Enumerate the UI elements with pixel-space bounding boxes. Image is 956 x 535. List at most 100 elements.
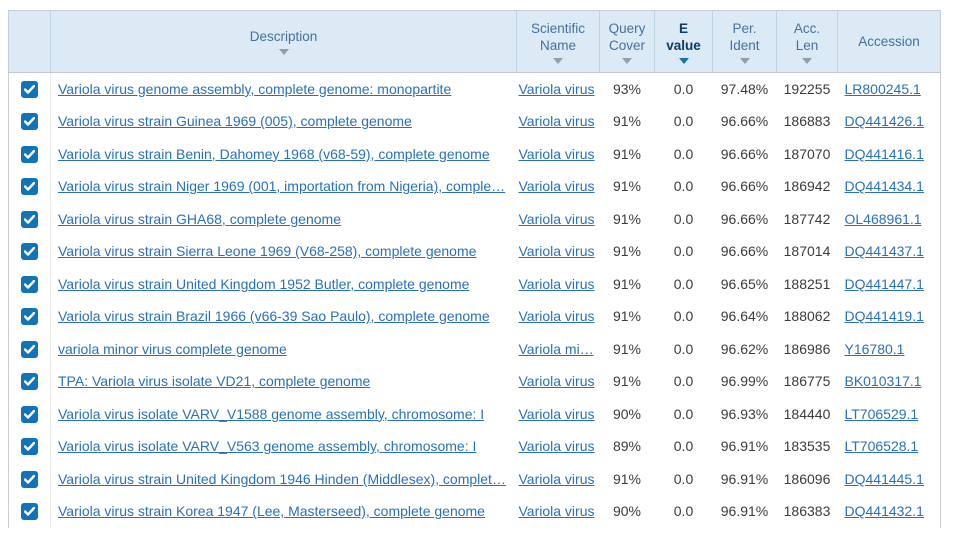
scientific-name-link[interactable]: Variola mi… xyxy=(518,340,594,357)
row-checkbox[interactable] xyxy=(21,275,38,293)
scientific-name-link[interactable]: Variola virus xyxy=(518,373,595,390)
header-per-ident[interactable]: Per. Ident xyxy=(712,10,777,73)
description-link[interactable]: Variola virus strain Niger 1969 (001, im… xyxy=(58,178,506,195)
description-link[interactable]: Variola virus strain Guinea 1969 (005), … xyxy=(58,113,412,130)
query-cover-cell: 91% xyxy=(600,300,655,333)
accession-cell: BK010317.1 xyxy=(838,365,941,398)
header-acc-len[interactable]: Acc. Len xyxy=(776,10,838,73)
accession-link[interactable]: DQ441419.1 xyxy=(844,308,924,325)
description-link[interactable]: Variola virus strain GHA68, complete gen… xyxy=(58,210,341,227)
checkmark-icon xyxy=(24,409,35,419)
accession-link[interactable]: BK010317.1 xyxy=(844,373,922,390)
scientific-name-link[interactable]: Variola virus xyxy=(518,145,595,162)
accession-link[interactable]: DQ441447.1 xyxy=(844,275,924,292)
accession-link[interactable]: LT706529.1 xyxy=(844,405,919,422)
header-description[interactable]: Description xyxy=(50,10,517,73)
scientific-name-link[interactable]: Variola virus xyxy=(518,243,595,260)
accession-link[interactable]: Y16780.1 xyxy=(844,340,905,357)
row-checkbox[interactable] xyxy=(21,470,38,488)
header-accession[interactable]: Accession xyxy=(837,10,941,73)
e-value-value: 0.0 xyxy=(673,275,694,292)
accession-link[interactable]: DQ441434.1 xyxy=(844,178,924,195)
description-link[interactable]: Variola virus genome assembly, complete … xyxy=(58,81,452,97)
acc-len-cell: 192255 xyxy=(777,73,838,106)
row-select-cell xyxy=(8,105,51,138)
description-link[interactable]: variola minor virus complete genome xyxy=(58,340,287,357)
accession-cell: DQ441426.1 xyxy=(838,105,941,138)
row-checkbox[interactable] xyxy=(21,405,38,423)
acc-len-cell: 186383 xyxy=(777,495,838,528)
checkmark-icon xyxy=(24,507,35,516)
checkmark-icon xyxy=(24,247,35,256)
accession-link[interactable]: DQ441437.1 xyxy=(844,243,924,260)
row-checkbox[interactable] xyxy=(21,113,38,131)
scientific-name-link[interactable]: Variola virus xyxy=(518,210,595,227)
description-cell: Variola virus strain Niger 1969 (001, im… xyxy=(51,170,517,203)
acc-len-value: 188062 xyxy=(783,308,831,325)
header-e-value[interactable]: E value xyxy=(654,10,713,73)
sort-arrow-icon xyxy=(553,57,563,64)
header-scientific-name[interactable]: Scientific Name xyxy=(516,10,600,73)
table-row: TPA: Variola virus isolate VD21, complet… xyxy=(8,365,941,398)
row-select-cell xyxy=(8,202,51,235)
header-acc-len-label: Acc. Len xyxy=(793,20,821,53)
table-row: variola minor virus complete genome Vari… xyxy=(8,332,941,366)
scientific-name-cell: Variola virus xyxy=(517,365,600,398)
scientific-name-link[interactable]: Variola virus xyxy=(518,113,595,130)
description-link[interactable]: Variola virus strain United Kingdom 1946… xyxy=(58,470,506,487)
scientific-name-link[interactable]: Variola virus xyxy=(518,275,595,292)
accession-cell: DQ441419.1 xyxy=(838,300,941,333)
e-value-cell: 0.0 xyxy=(655,463,713,496)
row-checkbox[interactable] xyxy=(21,178,38,196)
accession-link[interactable]: DQ441426.1 xyxy=(844,113,924,130)
scientific-name-link[interactable]: Variola virus xyxy=(518,503,595,520)
accession-link[interactable]: OL468961.1 xyxy=(844,210,922,227)
accession-link[interactable]: DQ441432.1 xyxy=(844,503,924,520)
description-link[interactable]: Variola virus strain United Kingdom 1952… xyxy=(58,275,470,292)
header-query-cover[interactable]: Query Cover xyxy=(599,10,655,73)
description-link[interactable]: Variola virus strain Sierra Leone 1969 (… xyxy=(58,243,477,260)
per-ident-cell: 96.62% xyxy=(713,333,777,366)
header-e-value-label: E value xyxy=(666,20,701,53)
accession-link[interactable]: LR800245.1 xyxy=(844,81,921,97)
sort-arrow-active-icon xyxy=(678,57,689,64)
scientific-name-link[interactable]: Variola virus xyxy=(518,470,595,487)
row-checkbox[interactable] xyxy=(21,373,38,391)
description-link[interactable]: Variola virus isolate VARV_V1588 genome … xyxy=(58,405,485,422)
row-checkbox[interactable] xyxy=(21,503,38,521)
description-link[interactable]: TPA: Variola virus isolate VD21, complet… xyxy=(58,373,371,390)
row-checkbox[interactable] xyxy=(21,80,38,98)
accession-cell: Y16780.1 xyxy=(838,333,941,366)
row-checkbox[interactable] xyxy=(21,438,38,456)
scientific-name-cell: Variola virus xyxy=(517,73,600,106)
description-link[interactable]: Variola virus strain Benin, Dahomey 1968… xyxy=(58,145,490,162)
row-checkbox[interactable] xyxy=(21,243,38,261)
row-select-cell xyxy=(8,332,51,365)
scientific-name-link[interactable]: Variola virus xyxy=(518,438,595,455)
accession-cell: OL468961.1 xyxy=(838,203,941,236)
per-ident-cell: 96.99% xyxy=(713,365,777,398)
row-checkbox[interactable] xyxy=(21,308,38,326)
scientific-name-link[interactable]: Variola virus xyxy=(518,405,595,422)
e-value-value: 0.0 xyxy=(673,178,694,195)
query-cover-cell: 91% xyxy=(600,365,655,398)
acc-len-cell: 188251 xyxy=(777,268,838,301)
header-scientific-name-label: Scientific Name xyxy=(530,20,586,53)
description-link[interactable]: Variola virus isolate VARV_V563 genome a… xyxy=(58,438,477,455)
description-cell: Variola virus strain Korea 1947 (Lee, Ma… xyxy=(51,495,517,528)
e-value-cell: 0.0 xyxy=(655,170,713,203)
description-link[interactable]: Variola virus strain Korea 1947 (Lee, Ma… xyxy=(58,503,485,520)
scientific-name-link[interactable]: Variola virus xyxy=(518,308,595,325)
row-checkbox[interactable] xyxy=(21,145,38,163)
e-value-cell: 0.0 xyxy=(655,430,713,463)
accession-link[interactable]: LT706528.1 xyxy=(844,438,919,455)
scientific-name-link[interactable]: Variola virus xyxy=(518,81,595,97)
description-link[interactable]: Variola virus strain Brazil 1966 (v66-39… xyxy=(58,308,490,325)
accession-link[interactable]: DQ441416.1 xyxy=(844,145,924,162)
row-checkbox[interactable] xyxy=(21,210,38,228)
row-checkbox[interactable] xyxy=(21,340,38,358)
accession-link[interactable]: DQ441445.1 xyxy=(844,470,924,487)
query-cover-value: 91% xyxy=(612,373,642,390)
scientific-name-link[interactable]: Variola virus xyxy=(518,178,595,195)
